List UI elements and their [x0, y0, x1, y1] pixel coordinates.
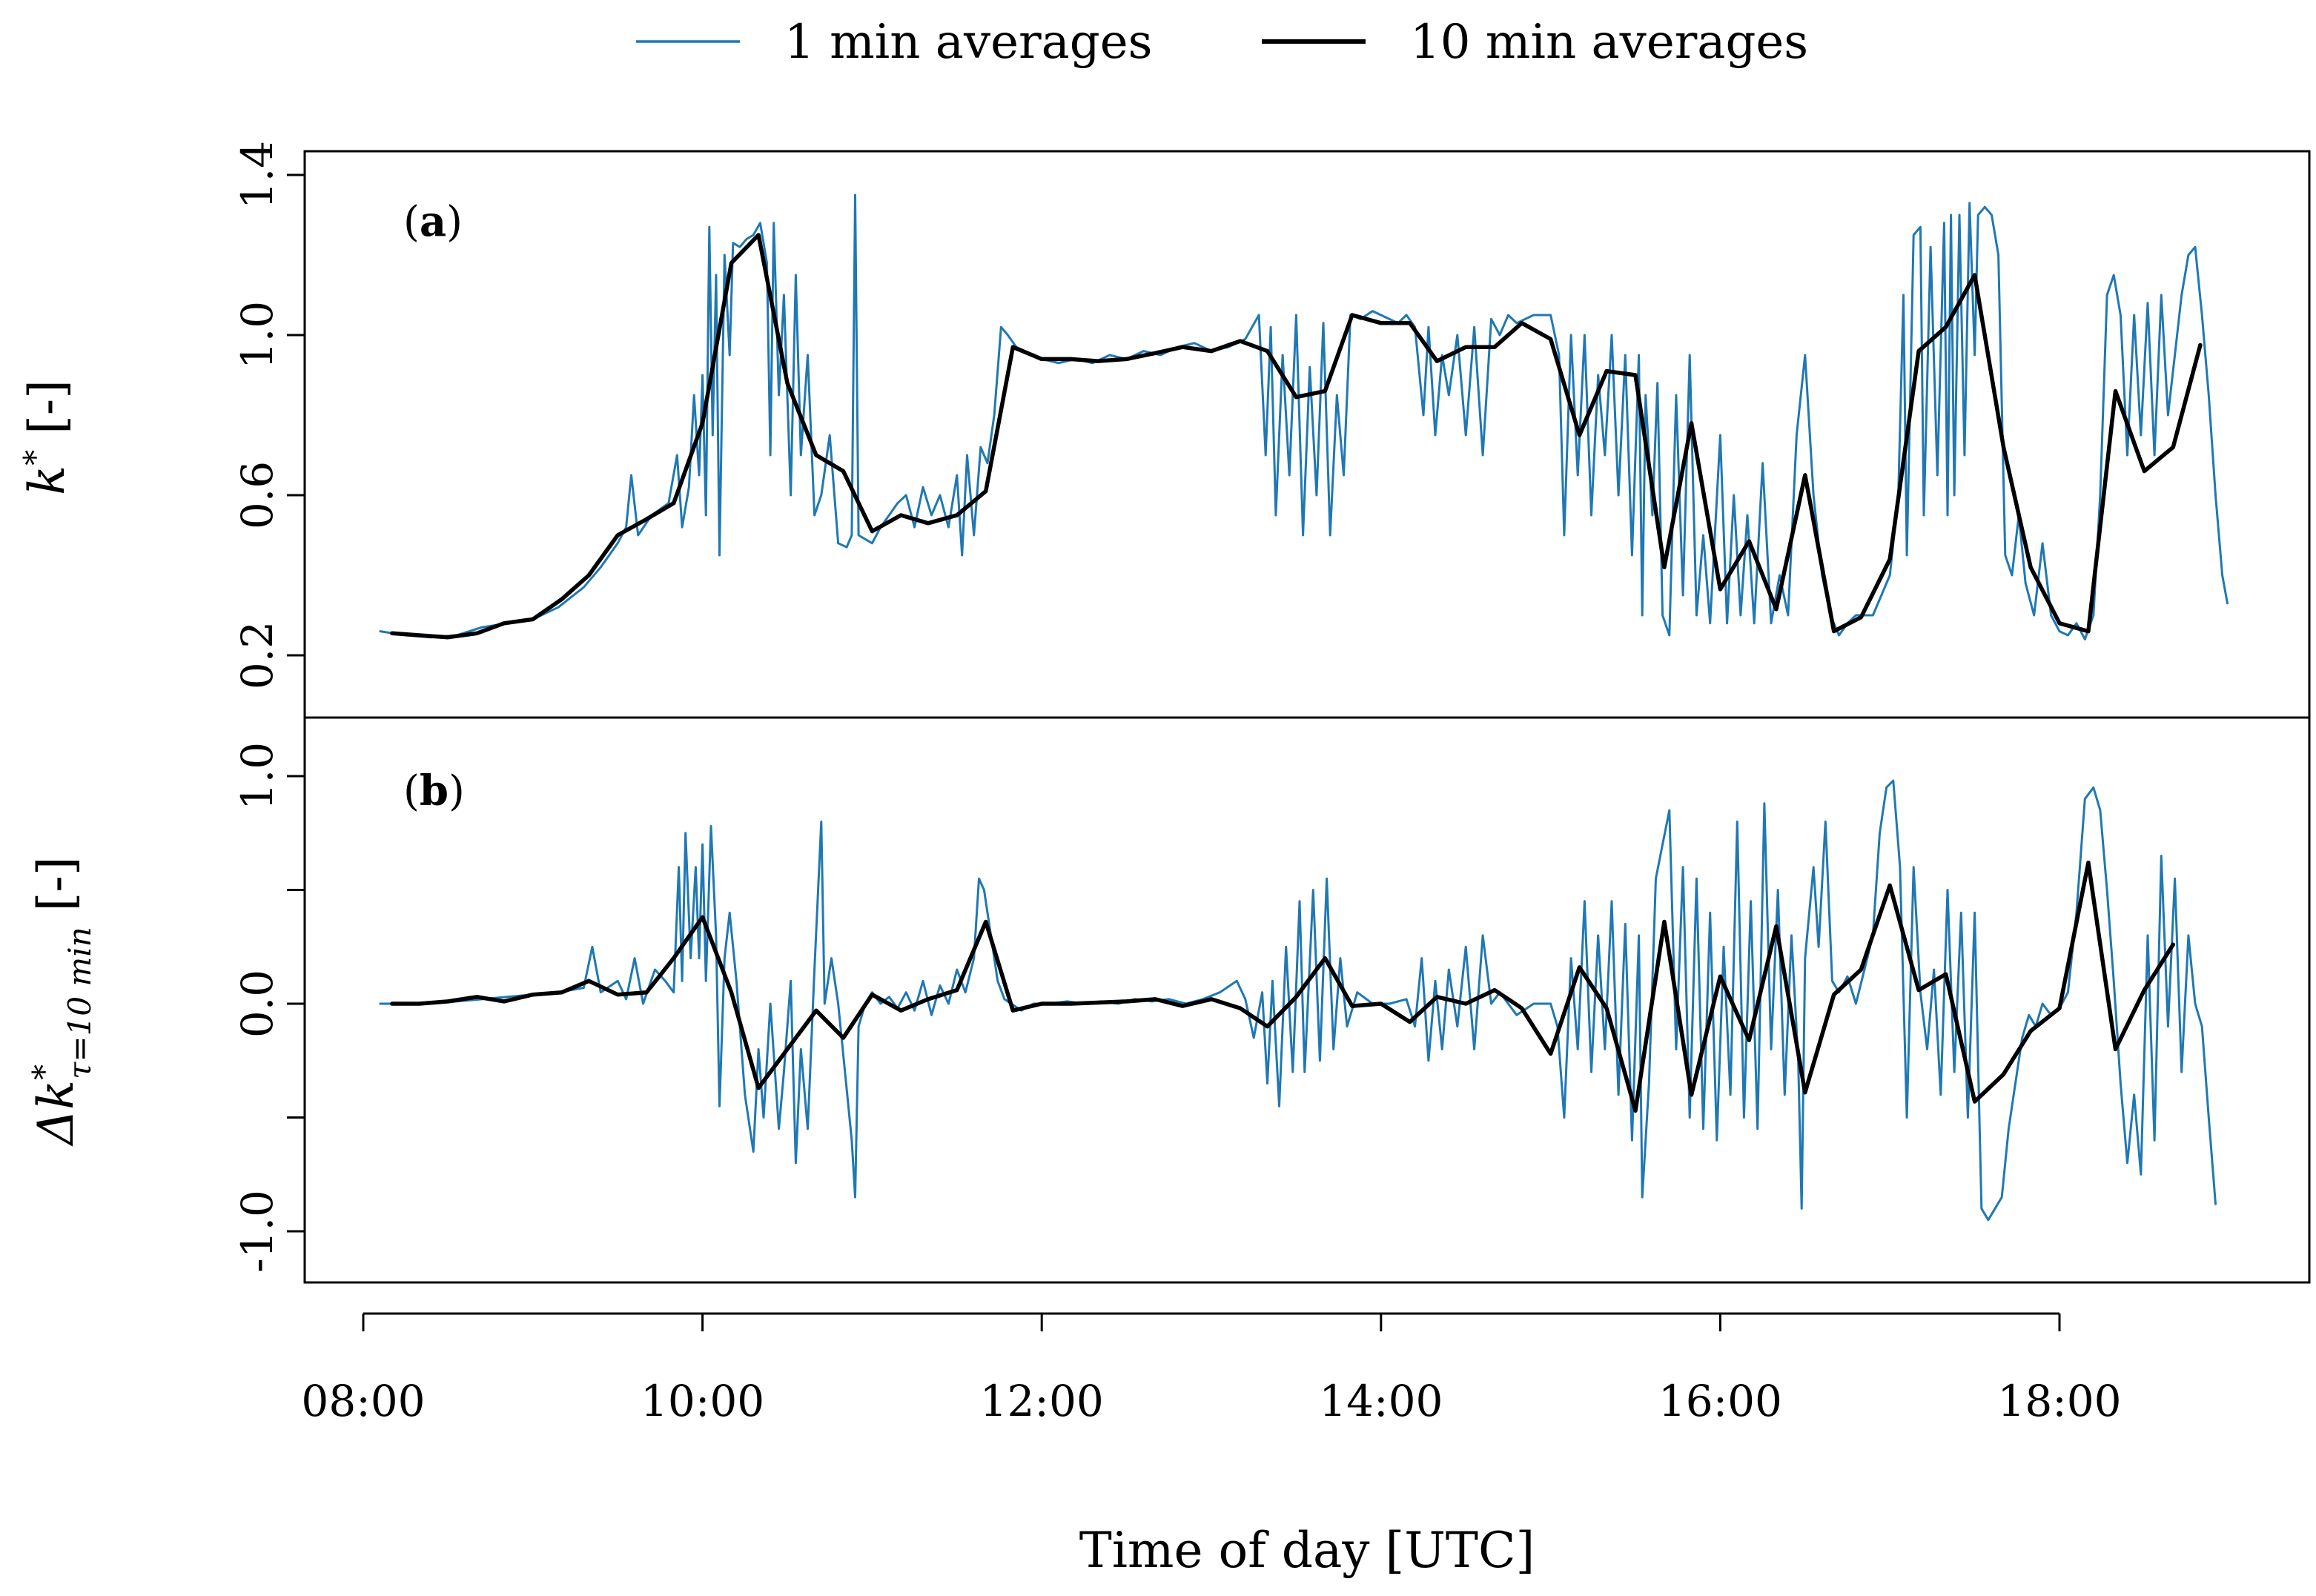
- x-tick-label: 10:00: [641, 1376, 764, 1426]
- panel-b-series-1min: [379, 779, 2217, 1222]
- x-tick-label: 16:00: [1658, 1376, 1782, 1426]
- y-tick-label: 0.6: [232, 461, 282, 529]
- panel-a-label: (a): [403, 197, 463, 246]
- x-tick-label: 08:00: [301, 1376, 425, 1426]
- panel-a-series-1min: [379, 193, 2229, 640]
- y-tick-label: 0.0: [232, 970, 282, 1038]
- y-tick-label: -1.0: [232, 1190, 282, 1273]
- panel-b-label: (b): [403, 766, 465, 815]
- y-axis-b: -1.0 0.0 1.0: [232, 742, 306, 1273]
- legend: 1 min averages 10 min averages: [636, 15, 1808, 70]
- y-tick-label: 1.0: [232, 742, 282, 810]
- legend-label-10min: 10 min averages: [1410, 15, 1808, 70]
- panel-b-series-10min: [390, 860, 2176, 1113]
- x-tick-label: 12:00: [980, 1376, 1104, 1426]
- panel-a-series-10min: [390, 233, 2203, 640]
- panel-a-data: [379, 193, 2229, 640]
- y-tick-label: 0.2: [232, 621, 282, 689]
- y-axis-a: 0.2 0.6 1.0 1.4: [232, 141, 306, 689]
- y-axis-title-b: Δk*τ=10 min [-]: [26, 857, 98, 1148]
- x-tick-label: 14:00: [1319, 1376, 1443, 1426]
- y-axis-title-a: k* [-]: [17, 380, 76, 495]
- y-tick-label: 1.4: [232, 141, 282, 209]
- legend-label-1min: 1 min averages: [784, 15, 1152, 70]
- x-axis-title: Time of day [UTC]: [1079, 1522, 1535, 1579]
- y-tick-label: 1.0: [232, 301, 282, 369]
- x-axis: 08:00 10:00 12:00 14:00 16:00 18:00: [301, 1312, 2122, 1426]
- x-tick-label: 18:00: [1997, 1376, 2121, 1426]
- panel-b-data: [379, 779, 2217, 1222]
